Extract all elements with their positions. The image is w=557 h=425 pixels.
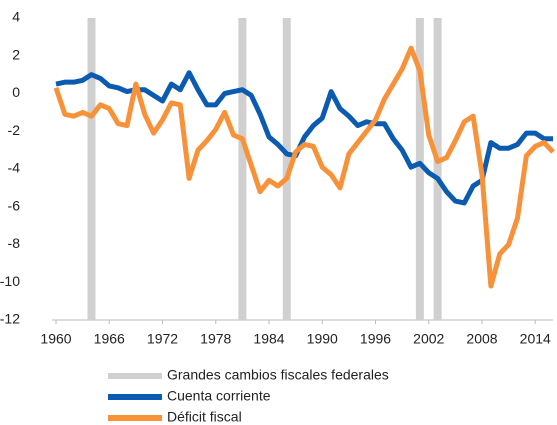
fiscal-change-band: [433, 18, 442, 320]
series-line: [53, 45, 555, 289]
x-tick-label: 1996: [360, 331, 391, 347]
x-tick-label: 2014: [520, 331, 551, 347]
x-tick-label: 1972: [147, 331, 178, 347]
y-tick-label: -12: [0, 311, 20, 327]
x-tick-label: 1960: [40, 331, 71, 347]
x-tick-label: 1966: [94, 331, 125, 347]
y-tick-label: -4: [8, 160, 21, 176]
y-tick-label: -10: [0, 273, 20, 289]
y-tick-label: 4: [12, 9, 20, 25]
x-tick-label: 1978: [200, 331, 231, 347]
y-tick-label: -8: [8, 235, 21, 251]
fiscal-change-band: [238, 18, 247, 320]
y-tick-label: -2: [8, 122, 21, 138]
fiscal-change-band: [87, 18, 96, 320]
x-tick-label: 1984: [253, 331, 284, 347]
x-tick-label: 1990: [307, 331, 338, 347]
y-tick-label: -6: [8, 197, 21, 213]
y-tick-label: 0: [12, 84, 20, 100]
y-tick-label: 2: [12, 46, 20, 62]
fiscal-change-band: [282, 18, 291, 320]
x-tick-label: 2008: [466, 331, 497, 347]
legend-label: Grandes cambios fiscales federales: [167, 367, 389, 383]
legend-label: Cuenta corriente: [167, 388, 271, 404]
fiscal-change-band: [415, 18, 424, 320]
x-tick-label: 2002: [413, 331, 444, 347]
legend-label: Déficit fiscal: [167, 409, 242, 425]
